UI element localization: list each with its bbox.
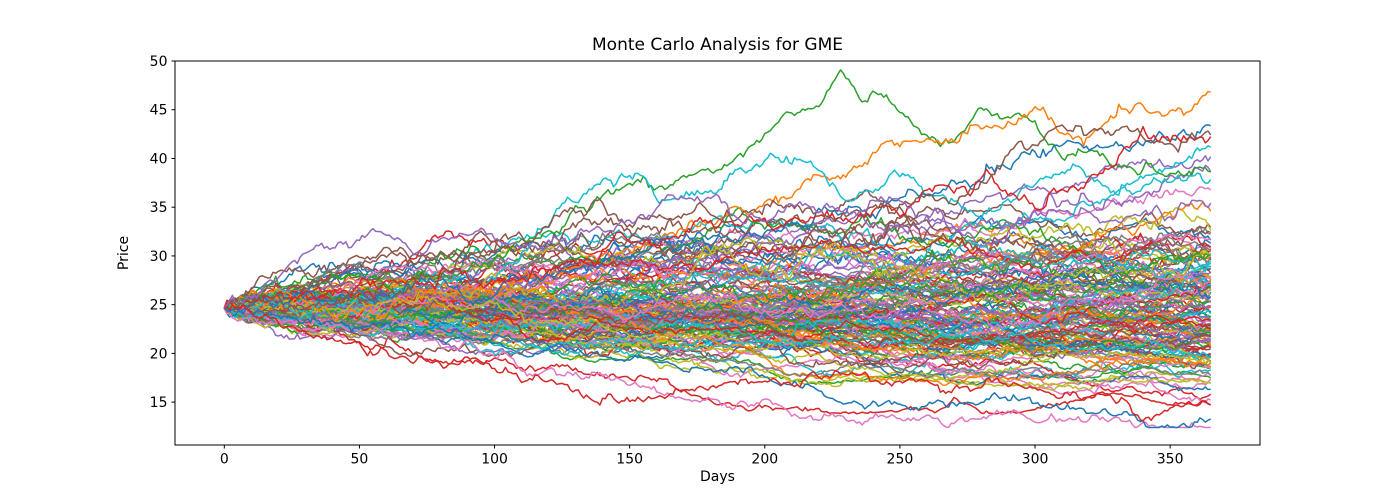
x-axis-label: Days	[700, 469, 735, 485]
x-tick-label: 200	[751, 452, 778, 468]
simulation-path	[223, 307, 1212, 429]
simulation-path	[224, 296, 1212, 347]
chart-title: Monte Carlo Analysis for GME	[592, 35, 843, 55]
simulation-path	[223, 186, 1212, 316]
x-tick-label: 300	[1022, 452, 1049, 468]
y-tick-label: 50	[150, 54, 168, 70]
simulation-path	[224, 249, 1211, 329]
simulation-path	[224, 276, 1211, 346]
simulation-path	[224, 217, 1212, 310]
simulation-path	[223, 274, 1211, 330]
simulation-path	[223, 90, 1211, 324]
y-tick-label: 25	[150, 298, 168, 314]
y-tick-label: 40	[150, 151, 168, 167]
simulation-path	[223, 233, 1212, 320]
simulation-path	[224, 300, 1212, 379]
y-tick-label: 20	[150, 346, 168, 362]
simulation-path	[224, 69, 1211, 311]
simulation-path	[223, 308, 1211, 429]
simulation-path	[224, 252, 1211, 327]
simulation-path	[223, 125, 1212, 312]
simulation-path	[224, 307, 1211, 359]
simulation-path	[223, 304, 1212, 422]
y-tick-label: 45	[150, 103, 168, 119]
y-tick-label: 35	[150, 200, 168, 216]
x-tick-label: 150	[616, 452, 643, 468]
simulation-path	[223, 193, 1212, 309]
simulation-path	[223, 124, 1212, 313]
axes-frame	[174, 60, 1261, 446]
y-tick-label: 15	[150, 395, 168, 411]
simulation-path	[224, 271, 1211, 309]
x-tick-label: 250	[887, 452, 914, 468]
x-tick-label: 100	[481, 452, 508, 468]
simulation-path	[223, 124, 1211, 318]
simulation-path	[223, 270, 1212, 336]
simulation-path	[223, 302, 1211, 415]
x-tick-label: 0	[220, 452, 229, 468]
y-tick-label: 30	[150, 249, 168, 265]
y-axis-label: Price	[116, 235, 133, 271]
x-tick-label: 350	[1157, 452, 1184, 468]
simulation-path	[224, 295, 1212, 365]
x-tick-label: 50	[351, 452, 369, 468]
